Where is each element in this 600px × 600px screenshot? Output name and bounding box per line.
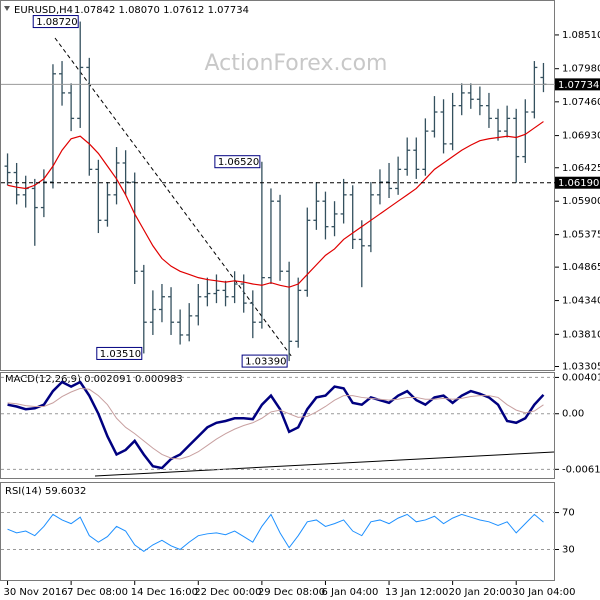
x-tick-label: 30 Nov 2016	[4, 587, 68, 598]
x-tick-label: 13 Jan 12:00	[385, 587, 448, 598]
x-tick-label: 22 Dec 00:00	[194, 587, 261, 598]
price-label: 1.08720	[36, 17, 77, 28]
y-tick-label: 1.04865	[562, 262, 600, 273]
x-tick-label: 29 Dec 08:00	[258, 587, 325, 598]
price-label-box	[241, 354, 288, 368]
y-tick-label: -0.006143	[562, 464, 600, 475]
x-tick-label: 7 Dec 08:00	[67, 587, 128, 598]
y-tick-label: 1.04340	[562, 296, 600, 307]
series-line	[7, 387, 544, 460]
level-label: 1.07734	[558, 80, 599, 91]
level-label: 1.06190	[558, 178, 599, 189]
rsi-panel	[0, 482, 555, 581]
y-tick-label: 1.05375	[562, 230, 600, 241]
y-tick-label: 70	[562, 508, 575, 519]
price-label-box	[32, 15, 79, 29]
x-tick-label: 30 Jan 04:00	[512, 587, 575, 598]
watermark: ActionForex.com	[205, 51, 388, 76]
series-line	[7, 380, 545, 470]
y-tick-label: 1.03810	[562, 329, 600, 340]
macd-title: MACD(12,26,9) 0.002091 0.000983	[5, 374, 183, 385]
y-tick-label: 0.00	[562, 409, 584, 420]
y-tick-label: 1.07980	[562, 64, 600, 75]
collapse-icon	[4, 6, 10, 11]
price-label: 1.06520	[218, 157, 259, 168]
price-label: 1.03390	[245, 357, 286, 368]
y-tick-label: 1.03305	[562, 361, 600, 372]
y-tick-label: 1.07460	[562, 97, 600, 108]
y-tick-label: 0.004011	[562, 372, 600, 383]
level-box	[555, 176, 600, 189]
rsi-title: RSI(14) 59.6032	[5, 486, 86, 497]
y-tick-label: 1.06425	[562, 163, 600, 174]
x-tick-label: 6 Jan 04:00	[321, 587, 378, 598]
y-tick-label: 1.08510	[562, 30, 600, 41]
y-tick-label: 1.05900	[562, 196, 600, 207]
y-tick-label: 1.06930	[562, 131, 600, 142]
moving-average	[7, 121, 544, 288]
price-panel	[0, 0, 555, 371]
price-label-box	[214, 155, 261, 169]
x-tick-label: 14 Dec 16:00	[131, 587, 198, 598]
price-label-box	[96, 346, 143, 360]
symbol-title: EURUSD,H4	[14, 5, 73, 16]
level-box	[555, 78, 600, 91]
quote-text: 1.07842 1.08070 1.07612 1.07734	[74, 5, 249, 16]
series-line	[7, 513, 544, 552]
macd-panel	[0, 372, 555, 479]
price-label: 1.03510	[100, 349, 141, 360]
macd-trend-line	[94, 451, 555, 477]
y-tick-label: 30	[562, 545, 575, 556]
x-tick-label: 20 Jan 20:00	[449, 587, 512, 598]
